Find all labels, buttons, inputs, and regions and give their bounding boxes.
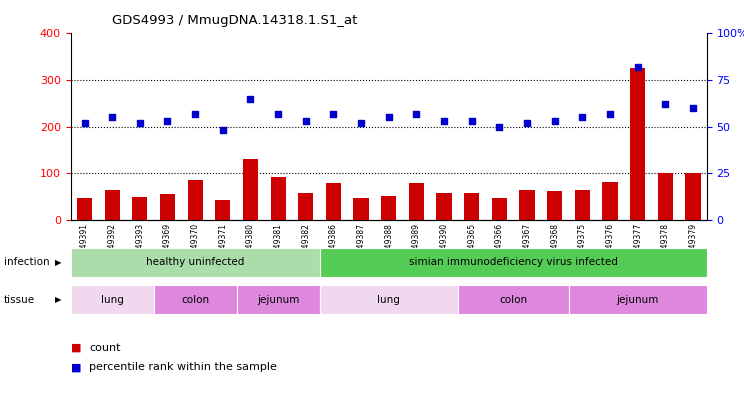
Bar	[685, 173, 701, 220]
Point	[687, 105, 699, 111]
Text: tissue: tissue	[4, 295, 35, 305]
Bar	[464, 193, 479, 220]
Bar	[77, 198, 92, 220]
Text: simian immunodeficiency virus infected: simian immunodeficiency virus infected	[408, 257, 618, 267]
Bar	[353, 198, 369, 220]
Text: ■: ■	[71, 343, 81, 353]
Point	[134, 120, 146, 126]
Bar	[437, 193, 452, 220]
Point	[493, 123, 505, 130]
Bar	[630, 68, 645, 220]
Bar	[408, 183, 424, 220]
Bar	[458, 285, 568, 314]
Text: count: count	[89, 343, 121, 353]
Bar	[298, 193, 313, 220]
Text: lung: lung	[377, 295, 400, 305]
Point	[659, 101, 671, 107]
Point	[521, 120, 533, 126]
Bar	[574, 190, 590, 220]
Text: ▶: ▶	[55, 295, 62, 304]
Bar	[603, 182, 618, 220]
Text: GDS4993 / MmugDNA.14318.1.S1_at: GDS4993 / MmugDNA.14318.1.S1_at	[112, 14, 357, 27]
Bar	[568, 285, 707, 314]
Point	[106, 114, 118, 121]
Text: jejunum: jejunum	[617, 295, 659, 305]
Bar	[71, 285, 154, 314]
Bar	[326, 183, 341, 220]
Point	[438, 118, 450, 124]
Bar	[187, 180, 203, 220]
Text: infection: infection	[4, 257, 49, 267]
Point	[161, 118, 173, 124]
Bar	[271, 177, 286, 220]
Point	[549, 118, 561, 124]
Point	[327, 110, 339, 117]
Point	[217, 127, 228, 134]
Bar	[519, 190, 535, 220]
Bar	[547, 191, 562, 220]
Text: colon: colon	[181, 295, 209, 305]
Text: percentile rank within the sample: percentile rank within the sample	[89, 362, 278, 373]
Text: ■: ■	[71, 362, 81, 373]
Bar	[320, 285, 458, 314]
Bar	[105, 190, 120, 220]
Bar	[381, 196, 397, 220]
Bar	[492, 198, 507, 220]
Bar	[320, 248, 707, 277]
Bar	[658, 173, 673, 220]
Text: colon: colon	[499, 295, 527, 305]
Point	[382, 114, 394, 121]
Point	[466, 118, 478, 124]
Text: ▶: ▶	[55, 258, 62, 267]
Bar	[237, 285, 320, 314]
Point	[604, 110, 616, 117]
Point	[300, 118, 312, 124]
Bar	[243, 160, 258, 220]
Point	[632, 64, 644, 70]
Bar	[132, 197, 147, 220]
Bar	[215, 200, 231, 220]
Bar	[71, 248, 320, 277]
Point	[577, 114, 589, 121]
Text: healthy uninfected: healthy uninfected	[146, 257, 244, 267]
Point	[355, 120, 367, 126]
Point	[189, 110, 201, 117]
Bar	[160, 195, 175, 220]
Point	[79, 120, 91, 126]
Text: jejunum: jejunum	[257, 295, 299, 305]
Text: lung: lung	[100, 295, 124, 305]
Point	[245, 95, 257, 102]
Point	[272, 110, 284, 117]
Bar	[154, 285, 237, 314]
Point	[411, 110, 423, 117]
